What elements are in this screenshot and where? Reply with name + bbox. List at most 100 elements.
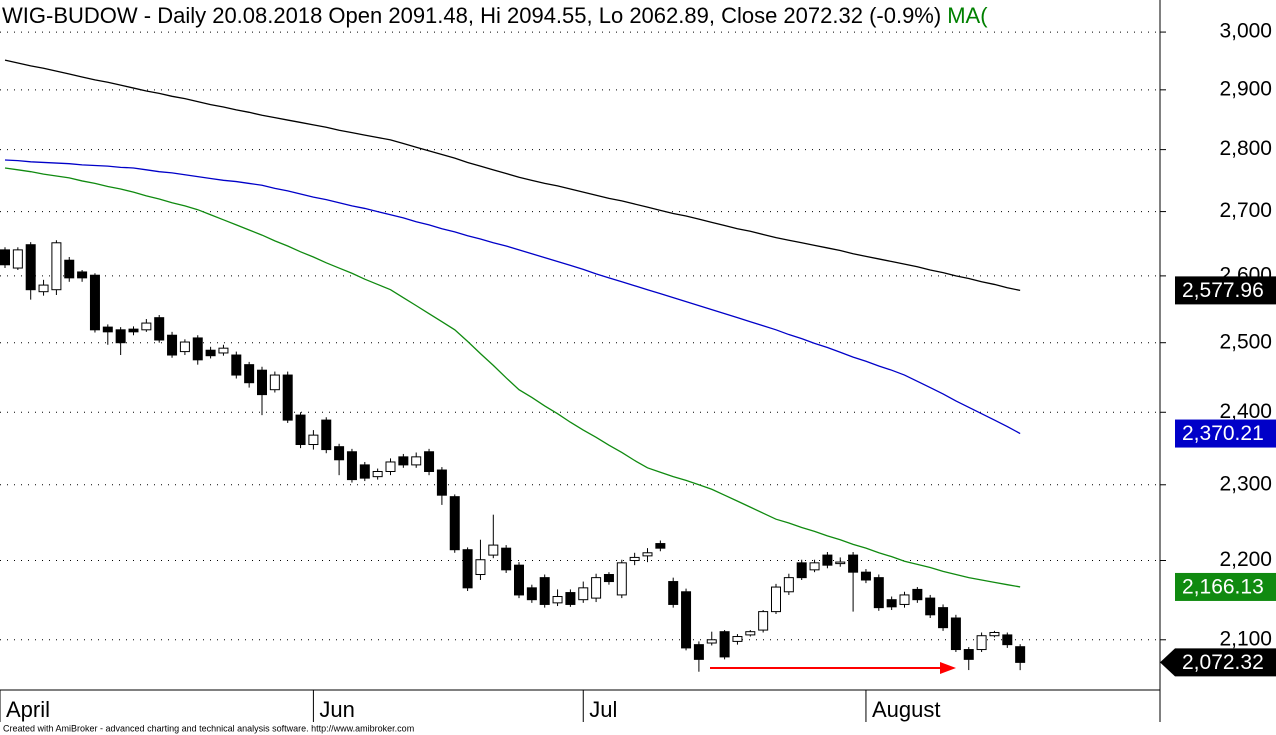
candle-body (0, 249, 10, 266)
y-tick-label: 2,100 (1219, 627, 1272, 650)
candle-body (1015, 646, 1026, 663)
candle-body (989, 631, 1000, 637)
arrow-annotation (710, 662, 956, 674)
x-tick-label: August (872, 697, 941, 722)
candle-body (89, 274, 100, 331)
candle-body (719, 631, 730, 658)
candle-body (269, 374, 280, 391)
y-tick-label: 2,500 (1219, 330, 1272, 353)
candle-body (848, 554, 859, 573)
y-tick-label: 2,900 (1219, 77, 1272, 100)
value-labels: 2,577.96 2,370.21 2,166.13 2,072.32 (1160, 276, 1276, 677)
candle-body (616, 562, 627, 596)
candle-body (591, 577, 602, 599)
candle-body (758, 611, 769, 631)
candle-body (475, 559, 486, 576)
ma-line (4, 159, 1021, 435)
candle-body (398, 456, 409, 466)
candle-body (231, 354, 242, 376)
candle-body (732, 636, 743, 642)
candle-body (77, 271, 88, 279)
candle-body (154, 317, 165, 341)
candle-body (424, 451, 435, 472)
candle-body (1002, 634, 1013, 646)
candle-body (346, 451, 357, 481)
candle-body (681, 591, 692, 649)
candle-body (128, 328, 139, 333)
candle-body (295, 414, 306, 446)
y-tick-label: 2,700 (1219, 199, 1272, 222)
candle-body (257, 369, 267, 396)
x-tick-label: April (6, 697, 50, 722)
candle-body (539, 577, 550, 605)
candle-body (218, 347, 229, 354)
candle-body (64, 259, 75, 279)
candle-body (334, 446, 345, 461)
value-box (1175, 276, 1276, 305)
candle-body (783, 577, 794, 593)
candle-body (552, 596, 563, 604)
candle-body (526, 587, 537, 601)
candle-body (25, 244, 36, 291)
candle-body (809, 562, 820, 571)
candle-body (115, 329, 126, 344)
candle-body (642, 552, 653, 557)
candle-body (385, 461, 396, 472)
value-box-label: 2,577.96 (1182, 279, 1264, 302)
candle-body (655, 543, 666, 549)
footer: Created with AmiBroker - advanced charti… (3, 723, 414, 733)
candle-body (706, 639, 717, 644)
candles (0, 240, 1026, 672)
title-group: WIG-BUDOW - Daily 20.08.2018 Open 2091.4… (2, 3, 988, 28)
candle-body (603, 574, 614, 583)
candle-body (462, 549, 473, 589)
candle-body (488, 544, 499, 556)
y-tick-label: 3,000 (1219, 20, 1272, 43)
moving-averages (4, 59, 1021, 588)
value-box (1175, 572, 1276, 601)
candle-body (668, 581, 679, 605)
candle-body (308, 434, 319, 446)
grid (0, 31, 1160, 641)
axis: 2,1002,2002,3002,4002,5002,6002,7002,800… (0, 20, 1272, 722)
candle-body (912, 588, 923, 601)
candle-body (282, 374, 293, 421)
candle-body (565, 592, 576, 605)
y-tick-label: 2,300 (1219, 472, 1272, 495)
candle-body (51, 242, 62, 291)
close-box (1160, 648, 1276, 677)
candle-body (938, 607, 949, 629)
value-box-label: 2,370.21 (1182, 422, 1264, 445)
y-tick-label: 2,800 (1219, 137, 1272, 160)
x-tick-label: Jul (589, 697, 617, 722)
ma-line (4, 167, 1021, 588)
candle-body (192, 337, 203, 361)
x-tick-label: Jun (319, 697, 354, 722)
candle-body (514, 564, 524, 596)
candle-body (771, 586, 781, 613)
candle-body (963, 649, 974, 660)
candle-body (860, 571, 871, 581)
candle-body (244, 364, 255, 384)
candle-body (205, 349, 216, 357)
candle-body (950, 617, 961, 651)
candle-body (899, 594, 910, 605)
candle-body (436, 469, 447, 496)
close-box-label: 2,072.32 (1182, 651, 1264, 674)
candle-body (886, 599, 897, 608)
candle-body (835, 561, 846, 565)
candle-body (141, 322, 152, 331)
y-tick-label: 2,400 (1219, 400, 1272, 423)
candle-body (501, 547, 512, 571)
ma-line (4, 59, 1021, 292)
y-tick-label: 2,200 (1219, 548, 1272, 571)
candle-body (578, 587, 589, 601)
candle-body (372, 470, 383, 478)
candle-body (822, 554, 833, 566)
candle-body (925, 597, 936, 616)
candle-body (359, 464, 370, 479)
title-suffix: MA( (947, 3, 988, 28)
arrow-head (940, 662, 956, 674)
